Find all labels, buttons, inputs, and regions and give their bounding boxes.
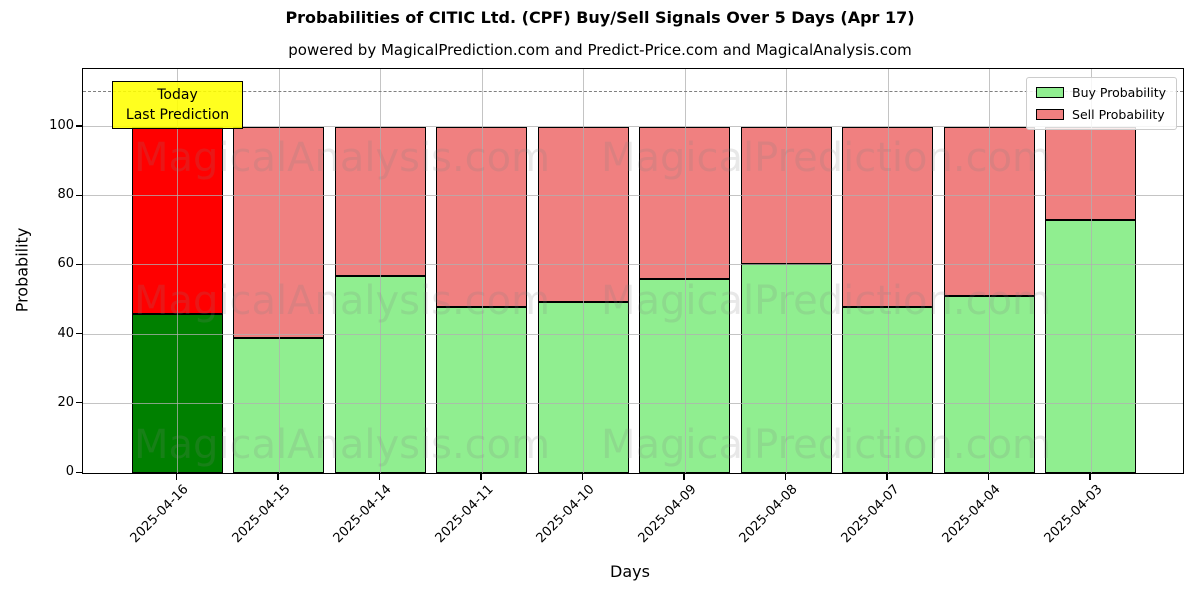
buy-probability-swatch: [1036, 87, 1065, 98]
x-tick-label: 2025-04-07: [838, 482, 903, 547]
v-gridline: [786, 69, 788, 473]
x-tick-label: 2025-04-09: [635, 482, 700, 547]
x-tick-label: 2025-04-16: [127, 482, 192, 547]
v-gridline: [481, 69, 483, 473]
threshold-dashed-line: [83, 91, 1183, 93]
y-tick-mark: [76, 194, 82, 196]
x-tick-label: 2025-04-03: [1041, 482, 1106, 547]
y-tick-label: 40: [57, 325, 74, 341]
v-gridline: [380, 69, 382, 473]
chart-title: Probabilities of CITIC Ltd. (CPF) Buy/Se…: [285, 8, 915, 27]
annotation-line-2: Last Prediction: [125, 107, 230, 123]
v-gridline: [684, 69, 686, 473]
h-gridline: [83, 195, 1183, 197]
y-tick-label: 80: [57, 187, 74, 203]
x-axis-label: Days: [610, 562, 650, 581]
h-gridline: [83, 264, 1183, 266]
v-gridline: [177, 69, 179, 473]
y-tick-label: 0: [65, 464, 74, 479]
x-tick-mark: [1089, 473, 1091, 480]
y-tick-label: 100: [49, 117, 74, 133]
h-gridline: [83, 402, 1183, 404]
x-tick-mark: [378, 473, 381, 480]
chart-subtitle: powered by MagicalPrediction.com and Pre…: [288, 41, 912, 59]
legend-item-buy: Buy Probability: [1036, 85, 1166, 100]
y-tick-mark: [76, 402, 82, 404]
legend: Buy Probability Sell Probability: [1026, 77, 1177, 130]
x-tick-mark: [277, 473, 279, 480]
x-tick-mark: [175, 473, 178, 480]
today-annotation-box: Today Last Prediction: [112, 81, 243, 129]
sell-probability-swatch: [1036, 109, 1065, 120]
h-gridline: [83, 333, 1183, 335]
x-tick-mark: [683, 473, 685, 480]
v-gridline: [989, 69, 991, 473]
y-tick-mark: [76, 333, 82, 335]
y-tick-label: 60: [57, 256, 74, 272]
x-tick-label: 2025-04-08: [736, 482, 801, 547]
x-tick-mark: [784, 473, 787, 480]
y-tick-mark: [76, 263, 82, 265]
plot-area: MagicalAnalysis.comMagicalPrediction.com…: [82, 68, 1184, 474]
h-gridline: [83, 125, 1183, 127]
v-gridline: [278, 69, 280, 473]
x-tick-label: 2025-04-15: [229, 482, 294, 547]
v-gridline: [583, 69, 585, 473]
x-tick-mark: [987, 473, 990, 480]
v-gridline: [887, 69, 889, 473]
x-tick-label: 2025-04-10: [533, 482, 598, 547]
annotation-line-1: Today: [157, 86, 198, 103]
legend-label-sell: Sell Probability: [1072, 107, 1165, 122]
legend-label-buy: Buy Probability: [1072, 85, 1166, 100]
y-tick-mark: [76, 471, 82, 473]
x-tick-mark: [886, 473, 888, 480]
v-gridline: [1090, 69, 1092, 473]
x-tick-mark: [581, 473, 584, 480]
x-tick-label: 2025-04-04: [939, 482, 1004, 547]
y-tick-label: 20: [57, 394, 74, 410]
x-tick-label: 2025-04-11: [432, 482, 497, 547]
x-tick-label: 2025-04-14: [330, 482, 395, 547]
legend-item-sell: Sell Probability: [1036, 107, 1166, 122]
x-tick-mark: [480, 473, 482, 480]
y-tick-mark: [76, 125, 82, 127]
